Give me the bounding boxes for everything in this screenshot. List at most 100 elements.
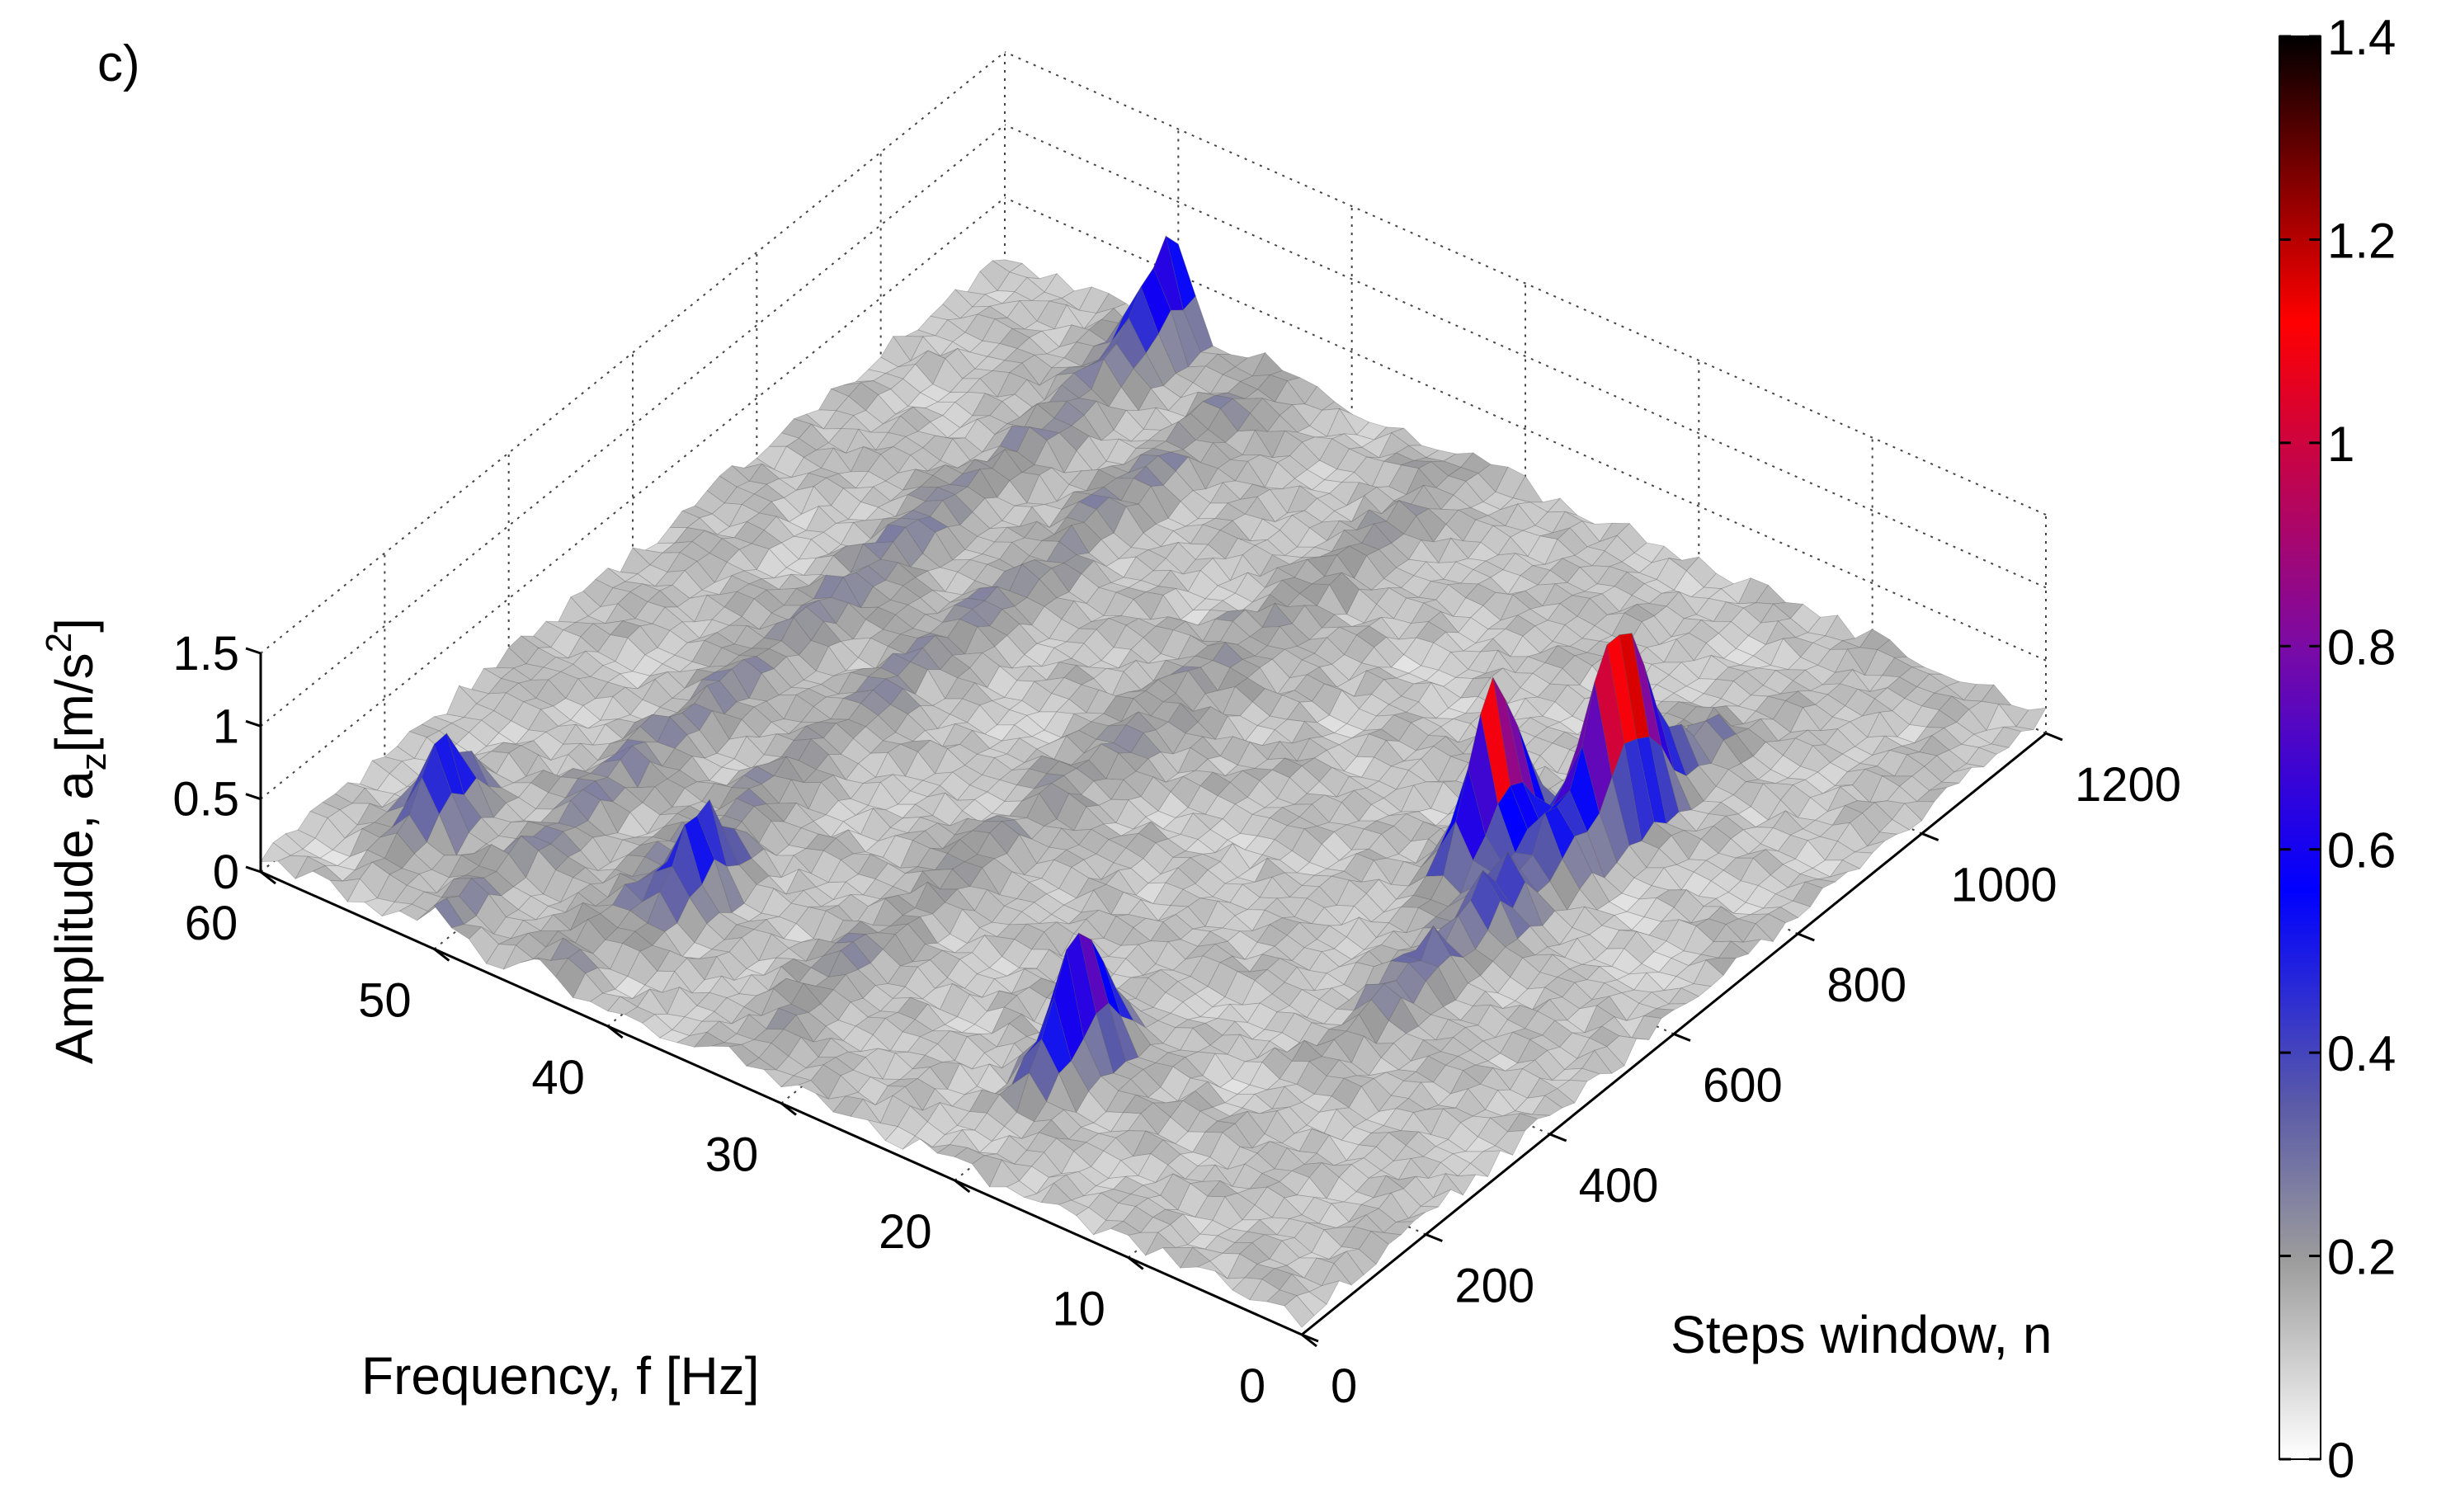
z-tick-label: 1 — [213, 699, 239, 753]
surface-patch — [672, 679, 704, 701]
colorbar-tick-label: 0.2 — [2327, 1230, 2396, 1285]
surface-patch — [758, 501, 789, 522]
surface-patch — [1009, 262, 1041, 280]
surface-patch — [520, 836, 552, 851]
surface-patch — [559, 663, 591, 680]
surface-patch — [1138, 616, 1169, 627]
surface-patch — [610, 620, 641, 638]
surface-patch — [714, 659, 745, 673]
surface-patch — [396, 814, 427, 855]
surface-patch — [1138, 388, 1170, 412]
surface-patch — [818, 388, 850, 412]
y-tick — [1797, 932, 1815, 942]
surface-patch — [905, 866, 936, 874]
surface-patch — [835, 829, 867, 855]
surface-patch — [837, 671, 870, 695]
y-axis-label: Steps window, n — [1671, 1305, 2052, 1364]
y-tick — [1921, 832, 1939, 841]
surface-patch — [1081, 341, 1113, 367]
x-tick-label: 50 — [358, 974, 412, 1028]
surface-patch — [567, 850, 599, 872]
surface-patch — [332, 827, 364, 858]
surface-patch — [653, 1013, 686, 1031]
panel-label: c) — [97, 35, 140, 92]
surface-patch — [463, 915, 494, 935]
surface-patch — [1209, 374, 1242, 394]
surface-patch — [932, 590, 964, 603]
surface-patch — [950, 587, 980, 603]
x-tick-label: 40 — [531, 1051, 585, 1105]
surface-patch — [778, 573, 810, 590]
y-tick-label: 1200 — [2075, 758, 2181, 812]
surface-patch — [1105, 438, 1137, 465]
surface-patch — [1049, 619, 1080, 643]
colorbar-tick-label: 0.8 — [2327, 619, 2396, 675]
surface-patch — [1040, 525, 1072, 542]
surface-patch — [887, 743, 919, 777]
surface-patch — [549, 937, 582, 961]
surface-patch — [706, 475, 738, 504]
z-tick-labels: 0 0.5 1 1.5 — [172, 627, 262, 899]
surface-patch — [973, 791, 1006, 814]
surface-patch — [870, 415, 902, 433]
surface-patch — [1360, 523, 1393, 550]
surface-patch — [1165, 542, 1196, 575]
surface-patch — [862, 878, 894, 900]
surface-patch — [912, 500, 944, 517]
surface-patch — [322, 794, 354, 811]
surface-patch — [662, 747, 693, 771]
surface-mesh — [260, 235, 2047, 1328]
surface-patch — [1224, 538, 1256, 560]
surface-patch — [735, 698, 768, 708]
y-tick-label: 400 — [1579, 1159, 1659, 1213]
surface-patch — [1281, 478, 1313, 491]
surface-patch — [1207, 530, 1238, 560]
surface-patch — [1247, 567, 1279, 589]
surface-patch — [991, 800, 1023, 817]
surface-patch — [1123, 660, 1154, 690]
surface-patch — [981, 425, 1013, 453]
surface-patch — [637, 988, 668, 1015]
surface-patch — [803, 447, 835, 469]
surface-patch — [1113, 624, 1144, 650]
colorbar-tick-label: 0 — [2327, 1433, 2354, 1488]
surface-patch — [679, 540, 710, 563]
surface-patch — [951, 652, 983, 669]
y-tick-label: 0 — [1331, 1359, 1357, 1413]
surface-patch — [793, 413, 824, 430]
surface-patch — [842, 690, 874, 704]
surface-patch — [1150, 484, 1181, 520]
x-tick-label: 30 — [705, 1128, 759, 1182]
surface-patch — [845, 428, 877, 455]
surface-patch — [558, 596, 589, 623]
x-tick-label: 0 — [1239, 1359, 1265, 1413]
surface-patch — [865, 835, 897, 858]
surface-patch — [1275, 510, 1305, 522]
surface-patch — [587, 718, 619, 729]
y-tick-label: 600 — [1703, 1059, 1783, 1113]
z-tick-label: 0 — [213, 845, 239, 899]
surface-patch — [346, 878, 378, 903]
surface-patch — [629, 699, 661, 722]
surface-patch — [491, 836, 521, 855]
surface-patch — [1165, 421, 1196, 450]
surface-patch — [852, 518, 884, 539]
surface-patch — [1063, 341, 1095, 367]
surface-patch — [1053, 735, 1085, 765]
surface-patch — [788, 721, 819, 735]
surface-patch — [339, 803, 370, 826]
z-tick — [245, 719, 262, 728]
surface-patch — [626, 841, 658, 858]
z-tick — [245, 865, 262, 874]
surface-patch — [431, 855, 463, 878]
surface-patch — [329, 878, 361, 902]
surface-patch — [780, 959, 812, 984]
surface-patch — [632, 984, 662, 999]
surface-patch — [830, 920, 862, 944]
surface-patch — [706, 911, 738, 940]
surface-patch — [606, 996, 639, 1015]
surface-patch — [855, 676, 887, 693]
surface-patch — [917, 740, 949, 775]
y-tick-label: 1000 — [1951, 859, 2057, 912]
surface-patch — [495, 853, 527, 888]
